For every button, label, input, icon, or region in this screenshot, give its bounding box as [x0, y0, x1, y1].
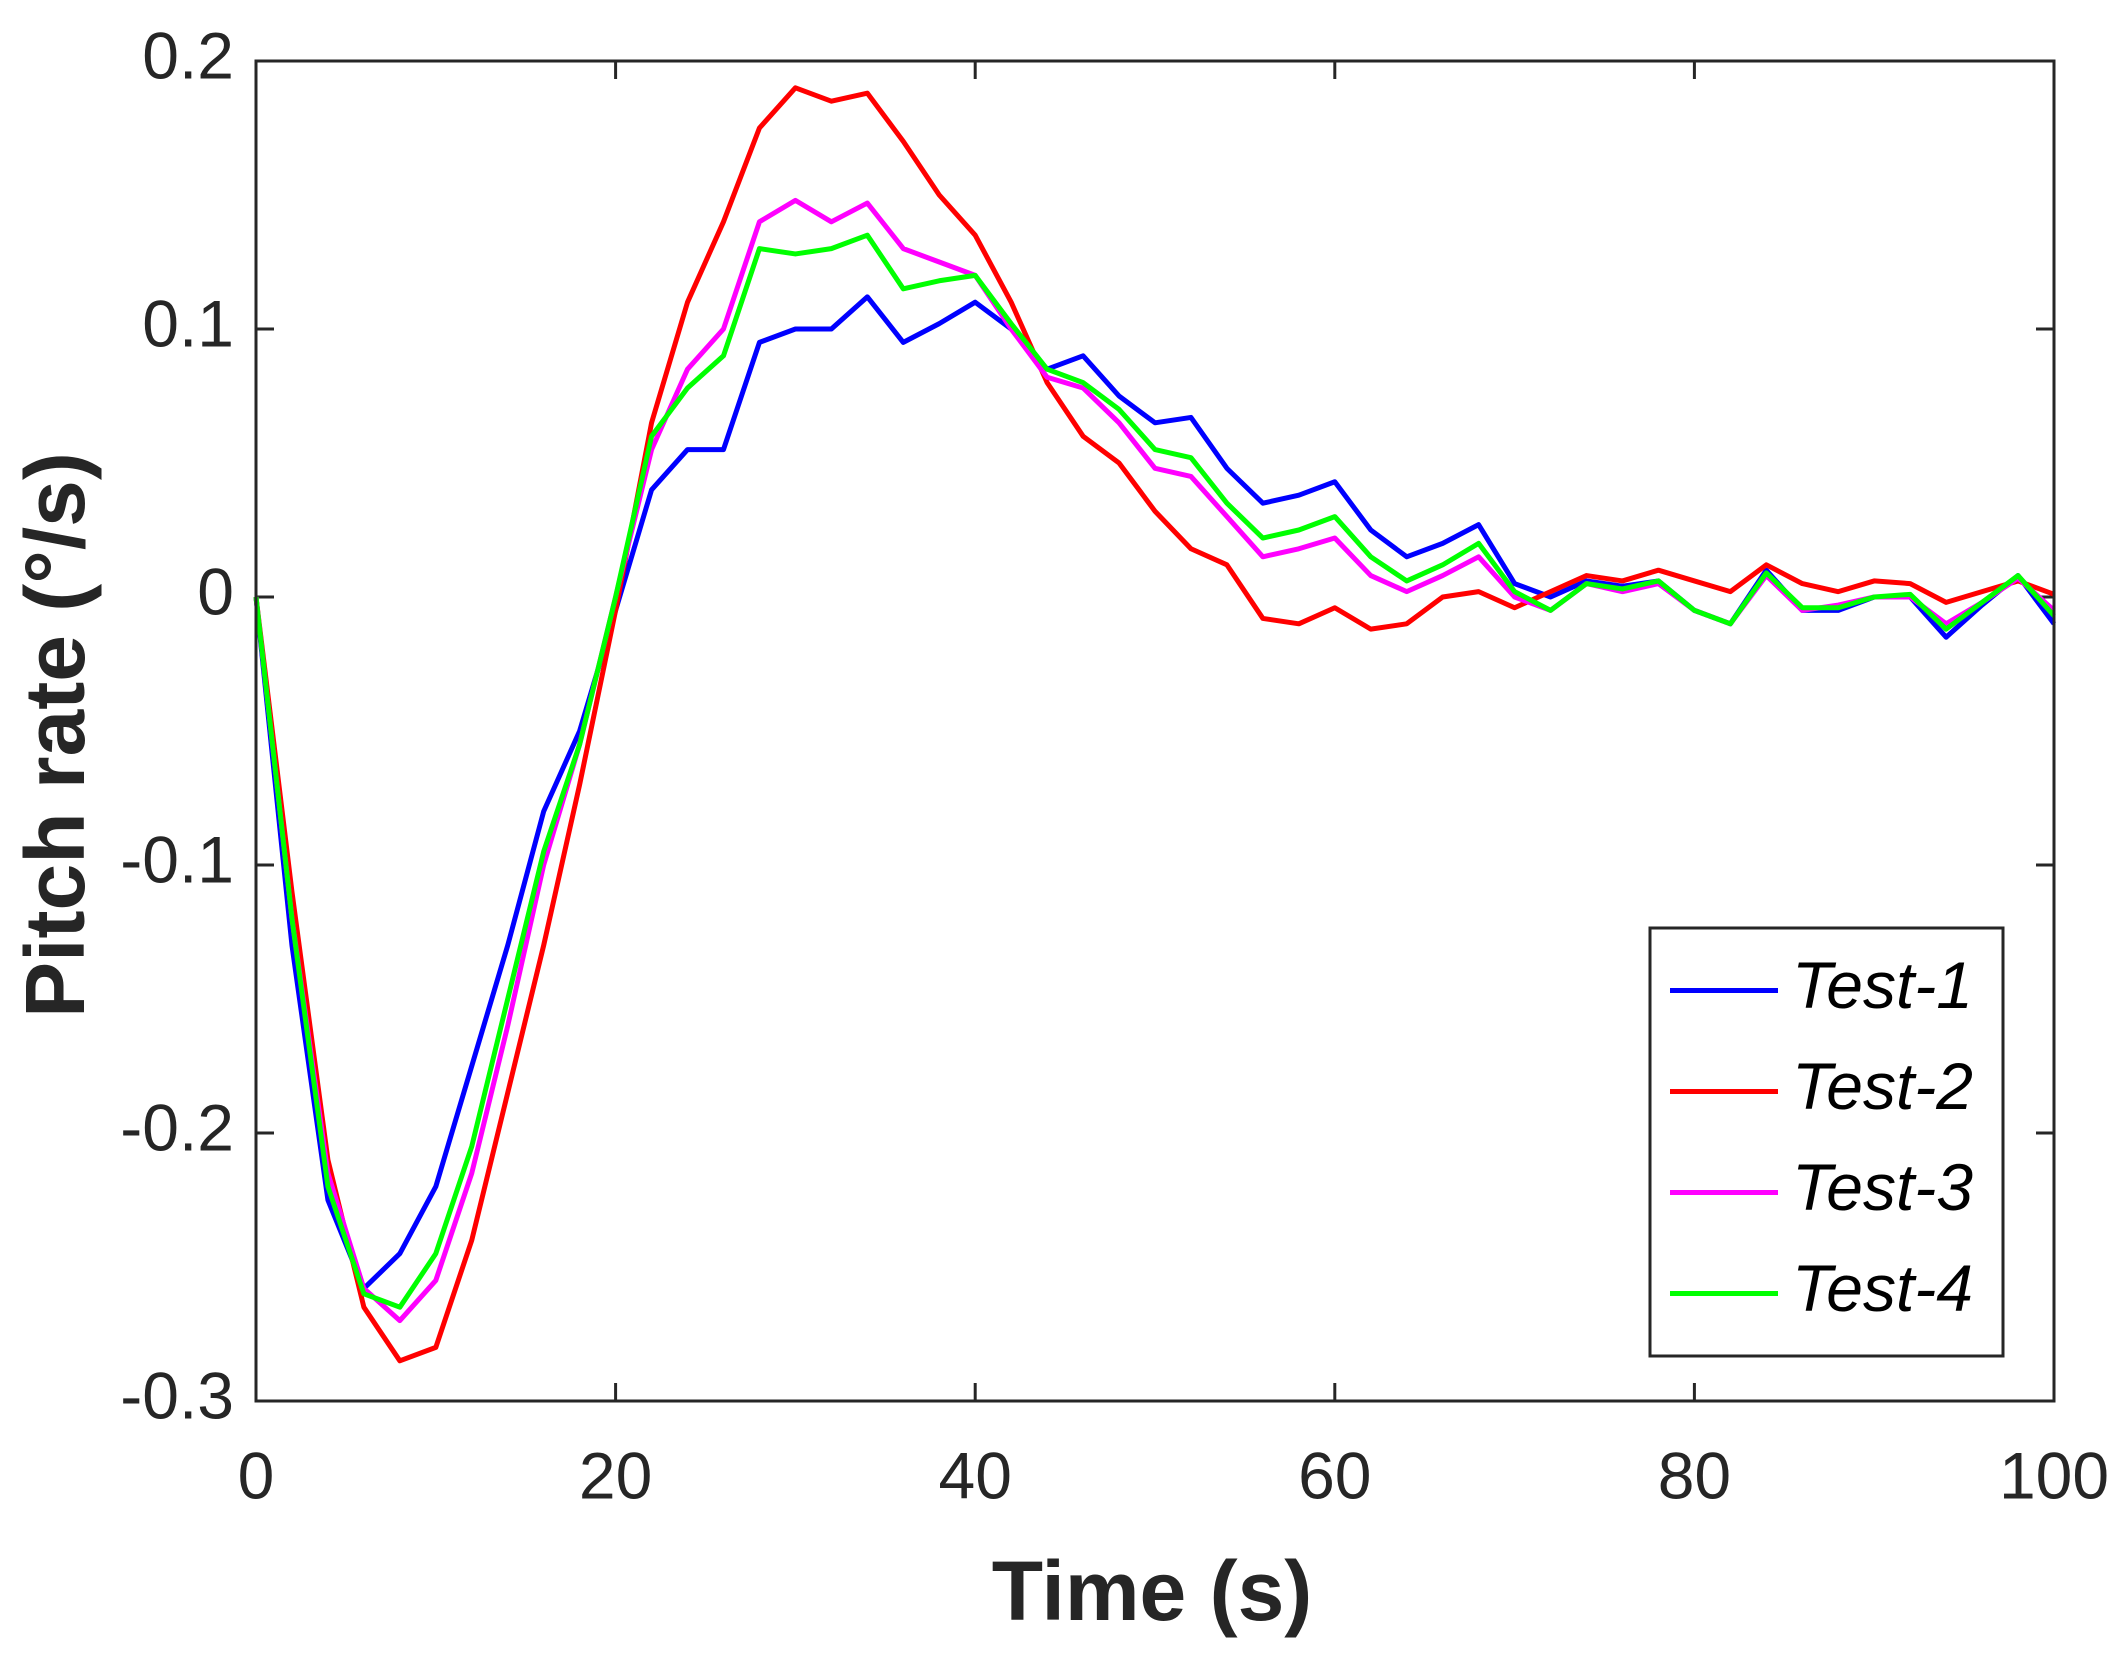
legend-label: Test-3 — [1792, 1150, 1973, 1224]
x-tick-label: 100 — [1999, 1438, 2109, 1512]
y-tick-label: 0 — [197, 554, 234, 628]
y-tick-label: 0.1 — [142, 286, 234, 360]
y-tick-label: -0.2 — [120, 1090, 234, 1164]
y-tick-label: -0.3 — [120, 1358, 234, 1432]
series-line — [253, 232, 2056, 1310]
x-tick-label: 80 — [1658, 1438, 1731, 1512]
axes-frame — [254, 59, 2056, 1403]
x-tick-label: 40 — [938, 1438, 1011, 1512]
series-line — [253, 85, 2055, 1364]
legend-label: Test-2 — [1792, 1049, 1973, 1123]
legend-label: Test-1 — [1792, 948, 1973, 1022]
legend-box — [1648, 926, 2005, 1358]
x-axis-label: Time (s) — [992, 1544, 1313, 1638]
legend-label: Test-4 — [1792, 1251, 1973, 1325]
x-tick-label: 60 — [1298, 1438, 1371, 1512]
y-tick-label: 0.2 — [142, 18, 234, 92]
y-tick-label: -0.1 — [120, 822, 234, 896]
x-tick-label: 20 — [579, 1438, 652, 1512]
x-tick-label: 0 — [238, 1438, 275, 1512]
y-axis-label: Pitch rate (°/s) — [8, 452, 102, 1018]
